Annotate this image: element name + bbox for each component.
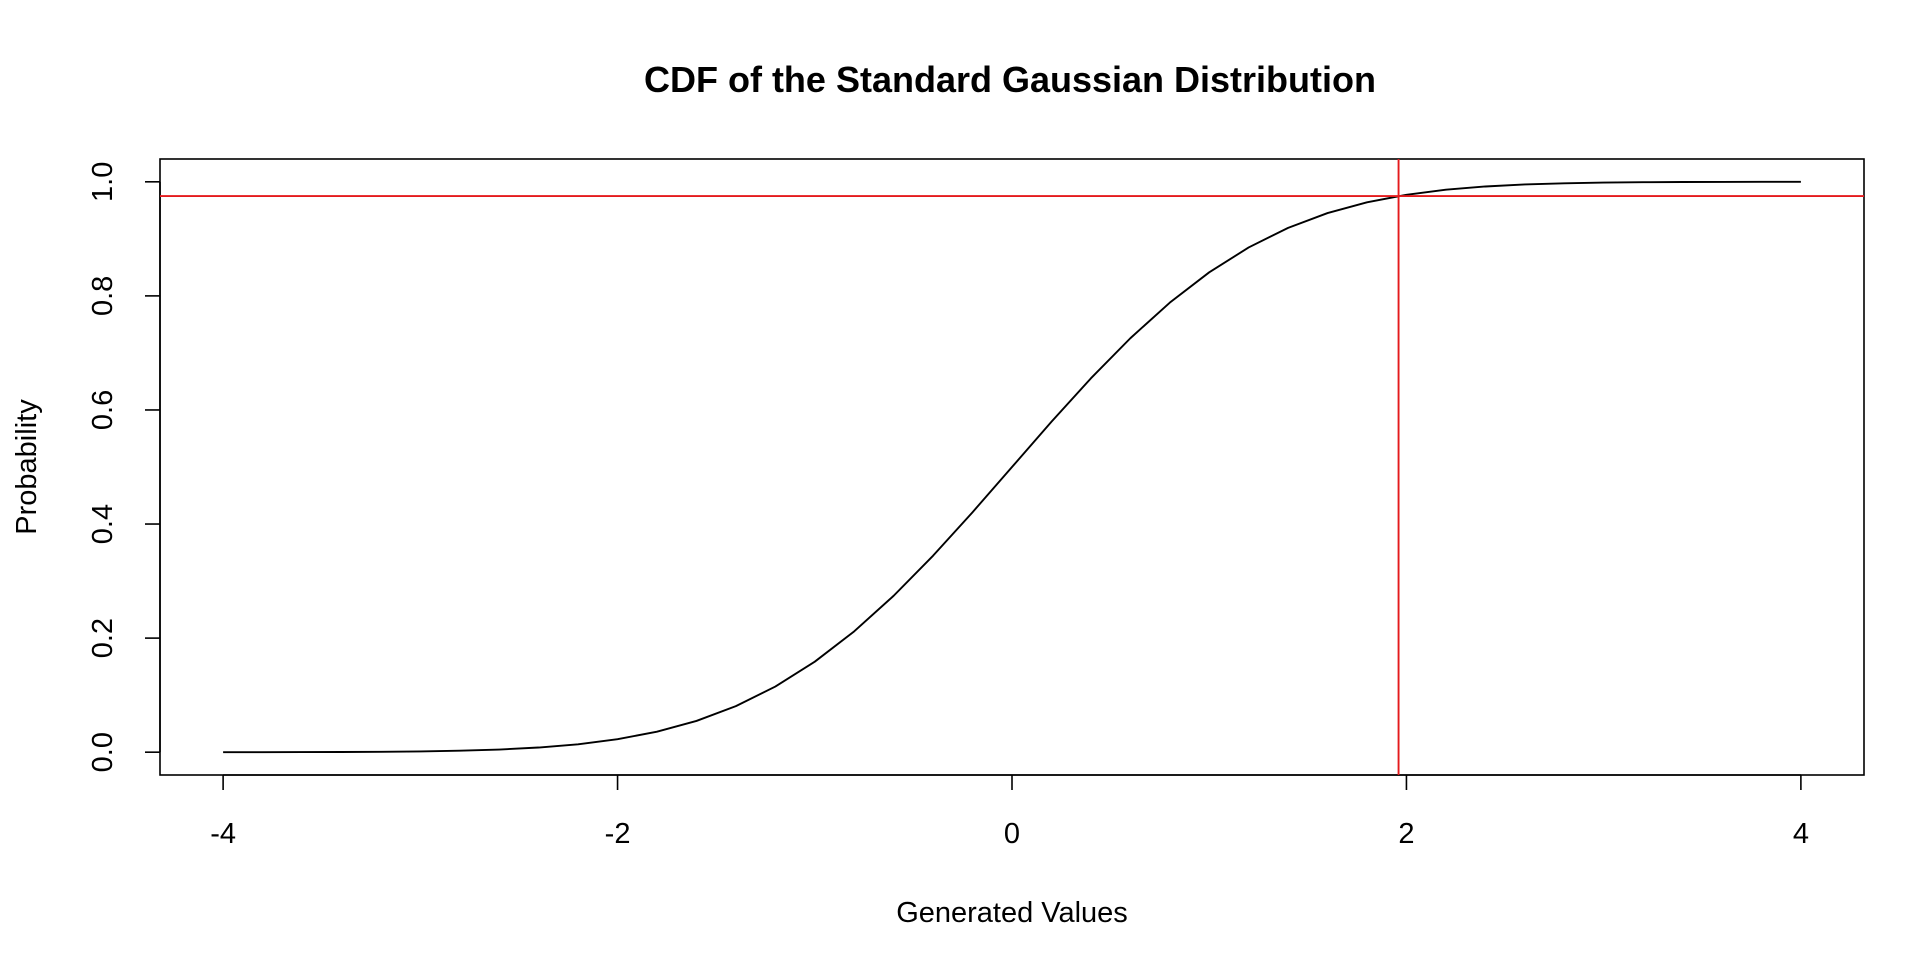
y-tick-label: 0.2 bbox=[87, 618, 119, 658]
y-tick-label: 0.6 bbox=[87, 390, 119, 430]
y-tick-label: 1.0 bbox=[87, 162, 119, 202]
x-axis-title: Generated Values bbox=[896, 897, 1128, 929]
y-axis: 0.0 0.2 0.4 0.6 0.8 1.0 bbox=[87, 162, 161, 772]
cdf-curve bbox=[223, 180, 1801, 754]
x-tick-label: -2 bbox=[605, 818, 631, 850]
x-tick-label: 0 bbox=[1004, 818, 1020, 850]
x-axis: -4 -2 0 2 4 bbox=[210, 774, 1809, 850]
chart-title: CDF of the Standard Gaussian Distributio… bbox=[644, 59, 1376, 100]
y-tick-label: 0.0 bbox=[87, 732, 119, 772]
x-tick-label: 2 bbox=[1398, 818, 1414, 850]
y-tick-label: 0.8 bbox=[87, 276, 119, 316]
x-tick-label: 4 bbox=[1793, 818, 1809, 850]
x-tick-label: -4 bbox=[210, 818, 236, 850]
plot-area bbox=[160, 159, 1864, 775]
y-axis-title: Probability bbox=[11, 399, 43, 535]
y-tick-label: 0.4 bbox=[87, 504, 119, 544]
